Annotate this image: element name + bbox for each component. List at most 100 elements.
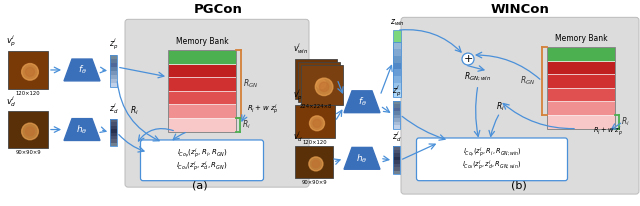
- Bar: [393, 69, 401, 76]
- Text: Memory Bank: Memory Bank: [555, 34, 607, 43]
- Text: $f_\theta$: $f_\theta$: [77, 64, 86, 76]
- Bar: [393, 104, 400, 108]
- Text: (a): (a): [192, 180, 208, 190]
- Text: 120×120: 120×120: [303, 140, 327, 145]
- Circle shape: [309, 72, 327, 90]
- Bar: [547, 61, 615, 74]
- Bar: [547, 74, 615, 88]
- Text: $R_{GN}$: $R_{GN}$: [243, 78, 259, 90]
- Text: Memory Bank: Memory Bank: [176, 37, 228, 46]
- Text: WINCon: WINCon: [491, 3, 549, 16]
- Text: $v_p^i$: $v_p^i$: [293, 87, 303, 103]
- Bar: [168, 50, 236, 131]
- Circle shape: [313, 119, 321, 127]
- Text: $R_i$: $R_i$: [621, 116, 630, 128]
- Bar: [301, 65, 343, 105]
- Circle shape: [22, 63, 38, 80]
- Text: 90×90×9: 90×90×9: [15, 150, 41, 155]
- Bar: [110, 119, 117, 146]
- Bar: [110, 75, 117, 79]
- Text: $R_{GN;win}$: $R_{GN;win}$: [465, 71, 492, 83]
- Bar: [168, 104, 236, 118]
- Text: $h_\theta$: $h_\theta$: [356, 152, 368, 165]
- Bar: [393, 101, 400, 129]
- Bar: [393, 150, 400, 153]
- Text: +: +: [463, 54, 473, 64]
- Bar: [168, 91, 236, 104]
- Text: 90×90×9: 90×90×9: [301, 180, 327, 185]
- Bar: [168, 77, 236, 91]
- FancyBboxPatch shape: [401, 17, 639, 194]
- Bar: [393, 30, 401, 42]
- Text: $v_d^i$: $v_d^i$: [293, 130, 303, 144]
- Bar: [295, 146, 333, 178]
- Bar: [393, 42, 401, 97]
- Circle shape: [316, 78, 333, 96]
- Bar: [393, 153, 400, 157]
- Bar: [393, 101, 400, 104]
- Text: $h_\theta$: $h_\theta$: [76, 123, 88, 136]
- FancyBboxPatch shape: [141, 140, 264, 181]
- Bar: [393, 63, 401, 69]
- Text: $z_d^i$: $z_d^i$: [392, 130, 401, 144]
- Text: $z_d^i$: $z_d^i$: [109, 101, 118, 116]
- Bar: [8, 111, 48, 148]
- Polygon shape: [64, 59, 100, 81]
- Circle shape: [312, 75, 330, 93]
- Text: $z_{win}$: $z_{win}$: [390, 18, 404, 28]
- Bar: [110, 59, 117, 63]
- Bar: [110, 126, 117, 129]
- Circle shape: [319, 82, 329, 92]
- Bar: [393, 49, 401, 56]
- Circle shape: [462, 53, 474, 65]
- FancyBboxPatch shape: [125, 19, 309, 187]
- Bar: [110, 129, 117, 132]
- Bar: [110, 122, 117, 126]
- Text: $R_i$: $R_i$: [130, 104, 139, 117]
- Text: $v_d^i$: $v_d^i$: [6, 94, 17, 109]
- Text: 120×120: 120×120: [16, 91, 40, 96]
- Bar: [110, 143, 117, 146]
- Circle shape: [310, 116, 324, 131]
- Text: (b): (b): [511, 180, 527, 190]
- Text: $l_{Co_d}(z_p^i, z_d^i, R_{GN})$: $l_{Co_d}(z_p^i, z_d^i, R_{GN})$: [176, 159, 228, 174]
- Bar: [110, 139, 117, 143]
- Bar: [393, 115, 400, 118]
- Circle shape: [26, 127, 35, 136]
- Bar: [393, 118, 400, 122]
- Circle shape: [26, 67, 35, 76]
- Bar: [547, 115, 615, 129]
- Bar: [110, 71, 117, 75]
- Bar: [168, 118, 236, 131]
- Circle shape: [22, 123, 38, 140]
- Text: $R_i$: $R_i$: [495, 101, 504, 113]
- Bar: [393, 83, 401, 90]
- Bar: [393, 125, 400, 129]
- Bar: [393, 108, 400, 111]
- Bar: [393, 122, 400, 125]
- Text: $R_i + w\ z_p^i$: $R_i + w\ z_p^i$: [593, 124, 623, 139]
- Text: $l_{Co_p}(z_p^i, R_i, R_{GN;win})$: $l_{Co_p}(z_p^i, R_i, R_{GN;win})$: [463, 145, 522, 160]
- Bar: [168, 64, 236, 77]
- Bar: [110, 83, 117, 87]
- Text: $l_{Co_p}(z_p^i, R_i, R_{GN})$: $l_{Co_p}(z_p^i, R_i, R_{GN})$: [177, 146, 227, 161]
- Bar: [393, 146, 400, 174]
- Bar: [547, 47, 615, 129]
- Text: PGCon: PGCon: [193, 3, 243, 16]
- Polygon shape: [344, 147, 380, 169]
- Polygon shape: [64, 119, 100, 140]
- FancyBboxPatch shape: [417, 138, 568, 181]
- Text: $R_i + w\ z_p^i$: $R_i + w\ z_p^i$: [247, 102, 278, 117]
- Bar: [110, 119, 117, 122]
- Bar: [295, 59, 337, 99]
- Text: $v_p^i$: $v_p^i$: [6, 34, 17, 49]
- Bar: [547, 47, 615, 61]
- Bar: [393, 157, 400, 160]
- Bar: [393, 160, 400, 164]
- Bar: [393, 56, 401, 63]
- Bar: [110, 63, 117, 67]
- Polygon shape: [344, 91, 380, 113]
- Bar: [110, 55, 117, 87]
- Bar: [8, 51, 48, 89]
- Bar: [547, 88, 615, 101]
